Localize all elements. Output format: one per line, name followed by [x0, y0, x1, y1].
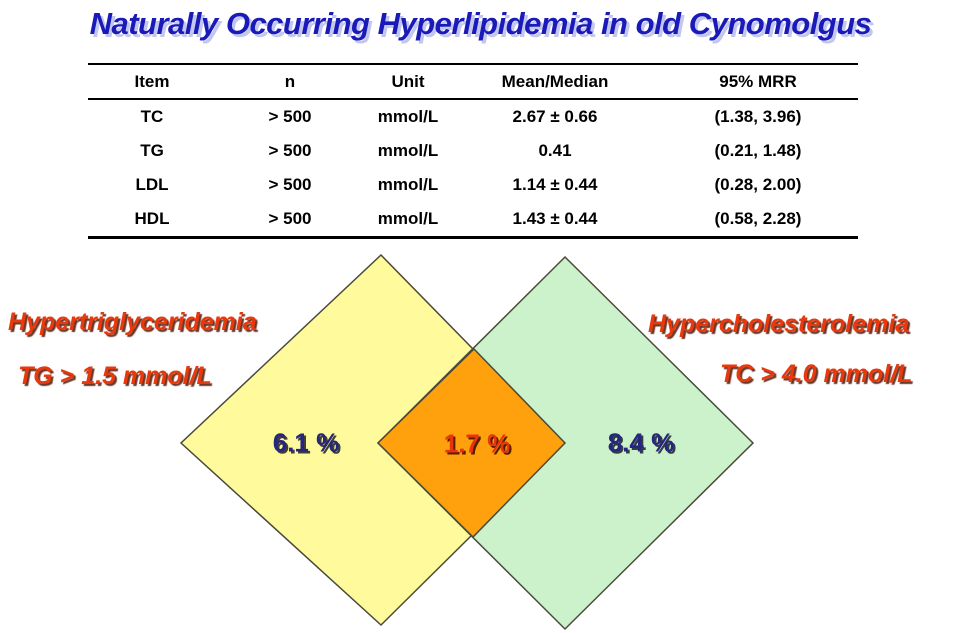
header-95-mrr: 95% MRR [658, 64, 858, 100]
cell-mrr: (0.21, 1.48) [714, 141, 802, 160]
tg-threshold-label: TG > 1.5 mmol/L [18, 362, 212, 390]
hypercholesterolemia-label: Hypercholesterolemia [648, 310, 910, 338]
cell-unit: mmol/L [377, 141, 439, 160]
table-row: TC > 500 mmol/L 2.67 ± 0.66 (1.38, 3.96) [88, 99, 858, 134]
cell-mean: 1.43 ± 0.44 [512, 209, 598, 228]
cell-unit: mmol/L [377, 107, 439, 126]
cell-mean: 1.14 ± 0.44 [512, 175, 598, 194]
tc-threshold-label: TC > 4.0 mmol/L [720, 360, 913, 388]
stats-table: Item n Unit Mean/Median 95% MRR TC > 500… [88, 63, 858, 239]
cell-mrr: (0.58, 2.28) [714, 209, 802, 228]
hypercholesterolemia-percent: 8.4 % [607, 427, 675, 458]
hyperlipidemia-table: Item n Unit Mean/Median 95% MRR TC > 500… [88, 63, 858, 239]
overlap-diamond [376, 347, 567, 539]
cell-n: > 500 [268, 141, 312, 160]
cell-item: TG [140, 141, 164, 160]
cell-item: TC [140, 107, 164, 126]
table-row: TG > 500 mmol/L 0.41 (0.21, 1.48) [88, 134, 858, 168]
header-n: n [216, 64, 364, 100]
hypertriglyceridemia-percent: 6.1 % [272, 427, 340, 458]
cell-unit: mmol/L [377, 175, 439, 194]
table-row: HDL > 500 mmol/L 1.43 ± 0.44 (0.58, 2.28… [88, 202, 858, 238]
cell-n: > 500 [268, 209, 312, 228]
cell-mrr: (1.38, 3.96) [714, 107, 802, 126]
header-unit: Unit [364, 64, 452, 100]
cell-unit: mmol/L [377, 209, 439, 228]
overlap-percent: 1.7 % [443, 428, 511, 459]
hypertriglyceridemia-label: Hypertriglyceridemia [8, 308, 257, 336]
cell-mean: 0.41 [538, 141, 572, 160]
cell-n: > 500 [268, 175, 312, 194]
cell-mrr: (0.28, 2.00) [714, 175, 802, 194]
table-header-row: Item n Unit Mean/Median 95% MRR [88, 64, 858, 100]
cell-item: HDL [134, 209, 170, 228]
header-mean-median: Mean/Median [452, 64, 658, 100]
header-item: Item [88, 64, 216, 100]
slide-title: Naturally Occurring Hyperlipidemia in ol… [89, 6, 872, 41]
cell-mean: 2.67 ± 0.66 [512, 107, 598, 126]
table-row: LDL > 500 mmol/L 1.14 ± 0.44 (0.28, 2.00… [88, 168, 858, 202]
cell-item: LDL [135, 175, 169, 194]
cell-n: > 500 [268, 107, 312, 126]
